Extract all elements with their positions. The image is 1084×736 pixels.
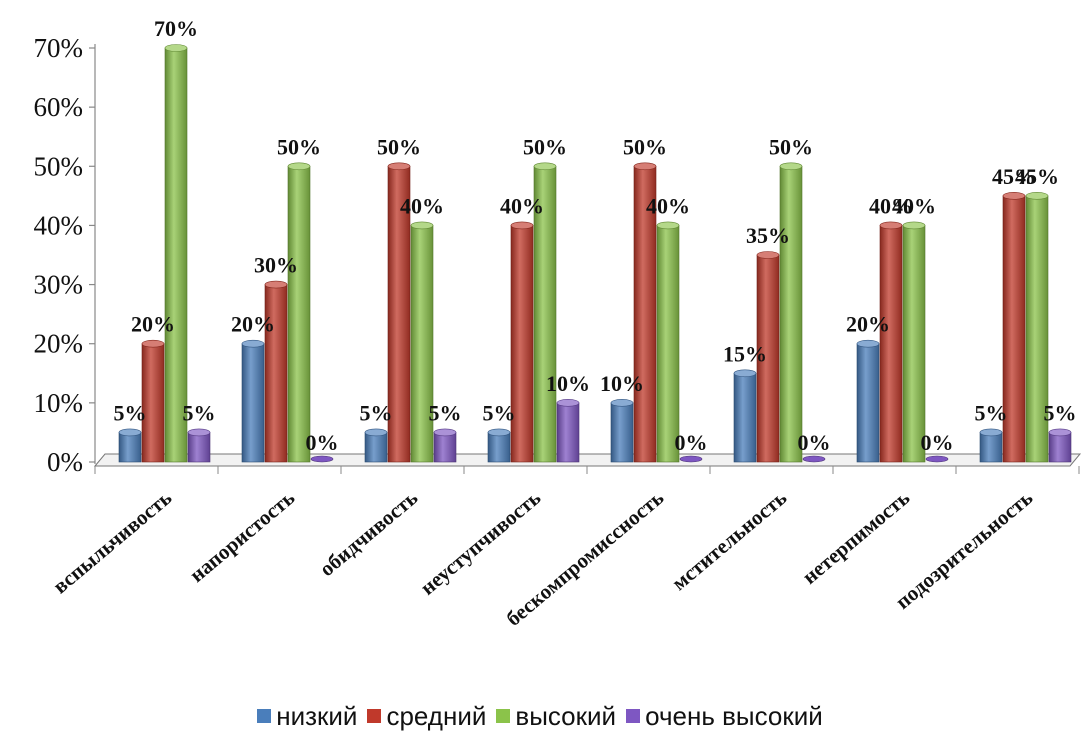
- y-tick-label: 40%: [34, 210, 84, 240]
- data-label: 0%: [921, 430, 954, 455]
- bar-очень-высокий-6: [925, 455, 949, 463]
- legend-swatch: [626, 709, 641, 723]
- bar-высокий-5: [779, 162, 803, 463]
- bar-очень-высокий-7: [1048, 428, 1072, 463]
- legend-label: высокий: [515, 700, 617, 731]
- data-label: 50%: [769, 134, 813, 159]
- legend-swatch: [496, 709, 511, 723]
- data-label: 40%: [646, 193, 690, 218]
- data-label: 0%: [306, 430, 339, 455]
- data-label: 70%: [154, 16, 198, 41]
- category-labels: вспыльчивость напористость обидчивостьнеус…: [48, 485, 1037, 630]
- legend-label: очень высокий: [645, 700, 823, 731]
- legend-swatch: [257, 709, 272, 723]
- data-label: 45%: [1015, 164, 1059, 189]
- data-label: 50%: [623, 134, 667, 159]
- y-tick-label: 50%: [34, 151, 84, 181]
- bar-очень-высокий-0: [187, 428, 211, 463]
- bar-высокий-4: [656, 221, 680, 463]
- bar-очень-высокий-1: [310, 455, 334, 463]
- bar-низкий-3: [487, 428, 511, 463]
- data-label: 10%: [546, 371, 590, 396]
- data-label: 40%: [892, 193, 936, 218]
- y-tick-label: 60%: [34, 92, 84, 122]
- bar-очень-высокий-3: [556, 399, 580, 463]
- bar-высокий-0: [164, 44, 188, 463]
- bar-средний-5: [756, 251, 780, 463]
- data-label: 5%: [483, 400, 516, 425]
- data-label: 50%: [277, 134, 321, 159]
- category-label: вспыльчивость: [48, 485, 176, 598]
- bar-высокий-3: [533, 162, 557, 463]
- data-label: 20%: [131, 312, 175, 337]
- category-label: мстительность: [667, 485, 791, 595]
- data-label: 40%: [400, 193, 444, 218]
- bar-низкий-4: [610, 399, 634, 463]
- bar-высокий-2: [410, 221, 434, 463]
- labels-layer: 5% 20% 70% 5% 20% 30% 50% 0% 5% 50% 40% 5% 5% 40% 50% 1…: [114, 16, 1077, 455]
- legend-swatch: [367, 709, 382, 723]
- category-label: нетерпимость: [798, 485, 915, 588]
- legend-item: низкий: [257, 701, 357, 732]
- data-label: 40%: [869, 193, 913, 218]
- bar-очень-высокий-2: [433, 428, 457, 463]
- chart-floor: [93, 453, 1082, 467]
- data-label: 20%: [231, 312, 275, 337]
- bar-средний-0: [141, 339, 165, 463]
- legend-item: очень высокий: [626, 701, 823, 732]
- bar-низкий-1: [241, 339, 265, 463]
- category-label: обидчивость: [315, 485, 422, 581]
- data-label: 50%: [377, 134, 421, 159]
- y-tick-label: 30%: [34, 270, 84, 300]
- bar-средний-1: [264, 280, 288, 463]
- legend-item: средний: [367, 701, 486, 732]
- y-tick-label: 20%: [34, 329, 84, 359]
- bar-высокий-1: [287, 162, 311, 463]
- data-label: 15%: [723, 341, 767, 366]
- bar-очень-высокий-5: [802, 455, 826, 463]
- axis-layer: 0% 10% 20% 30% 40% 50% 60% 70%: [34, 33, 1082, 477]
- bar-высокий-6: [902, 221, 926, 463]
- bar-низкий-0: [118, 428, 142, 463]
- bar-средний-2: [387, 162, 411, 463]
- data-label: 5%: [183, 400, 216, 425]
- category-label: неуступчивость: [416, 485, 546, 599]
- bar-средний-4: [633, 162, 657, 463]
- y-tick-label: 10%: [34, 388, 84, 418]
- bar-низкий-7: [979, 428, 1003, 463]
- bar-низкий-5: [733, 369, 757, 463]
- data-label: 10%: [600, 371, 644, 396]
- data-label: 45%: [992, 164, 1036, 189]
- data-label: 5%: [975, 400, 1008, 425]
- category-label: напористость: [185, 485, 299, 587]
- bars-layer: [118, 44, 1072, 463]
- data-label: 5%: [114, 400, 147, 425]
- bar-средний-6: [879, 221, 903, 463]
- legend-item: высокий: [496, 701, 616, 732]
- legend-label: средний: [386, 700, 487, 731]
- data-label: 5%: [360, 400, 393, 425]
- data-label: 40%: [500, 193, 544, 218]
- bar-низкий-2: [364, 428, 388, 463]
- y-tick-label: 0%: [47, 447, 83, 477]
- data-label: 50%: [523, 134, 567, 159]
- bar-очень-высокий-4: [679, 455, 703, 463]
- data-label: 0%: [675, 430, 708, 455]
- bar-низкий-6: [856, 339, 880, 463]
- legend: низкий средний высокий очень высокий: [0, 700, 1084, 732]
- data-label: 0%: [798, 430, 831, 455]
- data-label: 5%: [1044, 400, 1077, 425]
- bar-средний-7: [1002, 192, 1026, 463]
- data-label: 5%: [429, 400, 462, 425]
- data-label: 20%: [846, 312, 890, 337]
- y-tick-label: 70%: [34, 33, 84, 63]
- bar-высокий-7: [1025, 192, 1049, 463]
- bar-средний-3: [510, 221, 534, 463]
- data-label: 35%: [746, 223, 790, 248]
- legend-label: низкий: [276, 700, 358, 731]
- data-label: 30%: [254, 253, 298, 278]
